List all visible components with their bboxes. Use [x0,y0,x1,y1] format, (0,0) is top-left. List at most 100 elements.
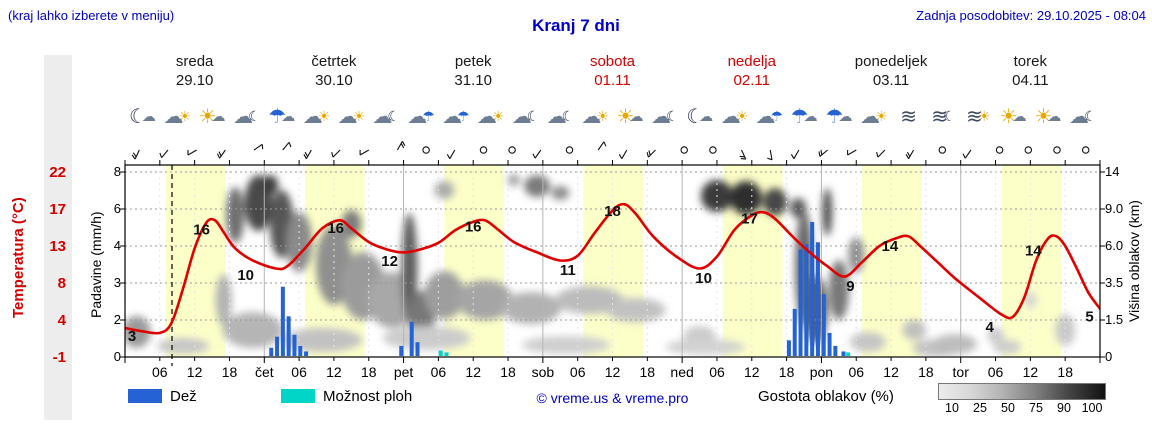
weather-icon-sun-cloud: ☀ ☁ [198,105,226,128]
svg-text:8: 8 [114,164,121,179]
svg-text:sob: sob [532,364,555,380]
day-header: četrtek 30.10 [311,53,357,89]
svg-text:12: 12 [465,364,481,380]
weather-icon-cloud-moon: ☁ ☾ [1068,105,1097,128]
day-header: nedelja 02.11 [727,53,776,89]
weather-icon-cloud-sun: ☁ ☀ [302,105,331,128]
weather-icon-cloud-sun: ☁ ☀ [163,105,192,128]
svg-text:16: 16 [465,219,482,236]
svg-text:22: 22 [49,164,66,181]
svg-text:18: 18 [779,364,795,380]
svg-text:06: 06 [152,364,168,380]
precip-axis-ticks: 8 6 4 3 2 0 [114,164,121,364]
temperature-curve [125,202,1100,335]
weather-icon-cloud-sun: ☁ ☀ [337,105,366,128]
svg-text:18: 18 [222,364,238,380]
svg-text:12: 12 [326,364,342,380]
svg-text:6: 6 [114,201,121,216]
weather-icon-wind-moon: ≋ ☾ [931,105,956,128]
svg-text:06: 06 [291,364,307,380]
svg-text:pet: pet [394,364,414,380]
svg-text:čet: čet [255,364,274,380]
svg-text:9.0: 9.0 [1105,201,1123,216]
svg-text:16: 16 [193,222,210,239]
svg-text:18: 18 [918,364,934,380]
gridlines [125,165,1100,357]
weather-icon-cloud-moon: ☁ ☾ [233,105,261,128]
svg-text:3: 3 [128,328,136,345]
svg-text:18: 18 [604,203,621,220]
svg-text:12: 12 [381,253,398,270]
svg-text:0: 0 [114,349,121,364]
weather-icon-wind: ≋ [900,105,918,128]
axis-ticks [120,160,1105,363]
svg-text:06: 06 [709,364,725,380]
svg-text:14: 14 [882,238,899,255]
last-updated: Zadnja posodobitev: 29.10.2025 - 08:04 [916,8,1146,23]
day-header: petek 31.10 [454,53,492,89]
copyright-link[interactable]: © vreme.us & vreme.pro [536,390,689,406]
weather-icon-rain-cloud: ☂ ☁ [268,105,296,128]
svg-text:12: 12 [883,364,899,380]
weather-icon-moon-cloud: ☾ ☁ [128,105,156,128]
weather-icon-cloud-sun: ☁ ☀ [581,105,609,128]
svg-text:12: 12 [187,364,203,380]
svg-text:13: 13 [49,238,66,255]
svg-text:ned: ned [670,364,693,380]
svg-text:06: 06 [849,364,865,380]
cloud-density-gradient-bar [938,383,1106,400]
weather-icon-rain-cloud: ☂ ☁ [825,105,853,128]
svg-text:17: 17 [741,211,758,228]
svg-text:12: 12 [605,364,621,380]
rain-legend-label: Dež [170,388,197,405]
weather-icon-sun-cloud: ☀ ☁ [1034,105,1062,128]
svg-text:14: 14 [1025,243,1042,260]
weather-icon-cloud-rain: ☁ ☂ [755,105,784,128]
svg-text:0: 0 [1105,349,1112,364]
cloud-density-tick-labels: 10 25 50 75 90 100 [945,401,1103,415]
wind-barbs-row [131,141,1090,161]
svg-text:4: 4 [58,312,67,329]
cloud-density-legend-label: Gostota oblakov (%) [758,388,894,405]
svg-text:14: 14 [1105,164,1119,179]
location-hint: (kraj lahko izberete v meniju) [8,8,175,23]
weather-icon-cloud-sun: ☁ ☀ [476,105,505,128]
precip-bars [269,221,851,356]
weather-icon-cloud-sun: ☁ ☀ [720,105,749,128]
svg-text:3: 3 [114,275,121,290]
svg-text:8: 8 [58,275,66,292]
day-headers: sreda 29.10 četrtek 30.10 petek 31.10 sobota 01… [125,52,1100,92]
svg-text:4: 4 [986,319,995,336]
svg-text:10: 10 [695,270,712,287]
weather-icon-cloud-moon: ☁ ☾ [651,105,679,128]
page-title: Kranj 7 dni [532,16,620,35]
showers-legend-swatch [281,389,315,403]
showers-legend-label: Možnost ploh [323,388,413,405]
svg-text:12: 12 [744,364,760,380]
weather-icon-cloud-moon: ☁ ☾ [546,105,575,128]
svg-text:3.5: 3.5 [1105,275,1123,290]
day-header: torek 04.11 [1012,53,1049,89]
time-axis-labels: 06 12 18 06 12 18 06 12 18 06 12 18 06 12 18 06 12 18 06 12… [152,364,1073,380]
svg-text:4: 4 [114,238,121,253]
svg-text:18: 18 [640,364,656,380]
weather-icon-cloud-moon: ☁ ☾ [511,105,540,128]
day-header: ponedeljek 03.11 [854,53,928,89]
weather-icon-cloud-rain: ☁ ☂ [442,105,470,128]
weather-icon-cloud-sun: ☁ ☀ [860,105,888,128]
weather-icon-cloud-moon: ☁ ☾ [372,105,400,128]
cloud-axis-ticks: 14 9.0 6.0 3.5 1.5 0 [1105,164,1123,364]
svg-text:10: 10 [237,267,254,284]
svg-text:2: 2 [114,312,121,327]
weather-icon-moon-cloud: ☾ ☁ [686,105,714,128]
weather-icon-cloud-rain: ☁ ☂ [407,105,435,128]
svg-text:17: 17 [49,201,66,218]
svg-text:06: 06 [570,364,586,380]
svg-text:5: 5 [1085,309,1093,326]
weather-icon-sun-cloud: ☀ ☁ [616,105,644,128]
svg-text:18: 18 [361,364,377,380]
svg-text:12: 12 [1023,364,1039,380]
temp-axis-strip [44,55,72,420]
